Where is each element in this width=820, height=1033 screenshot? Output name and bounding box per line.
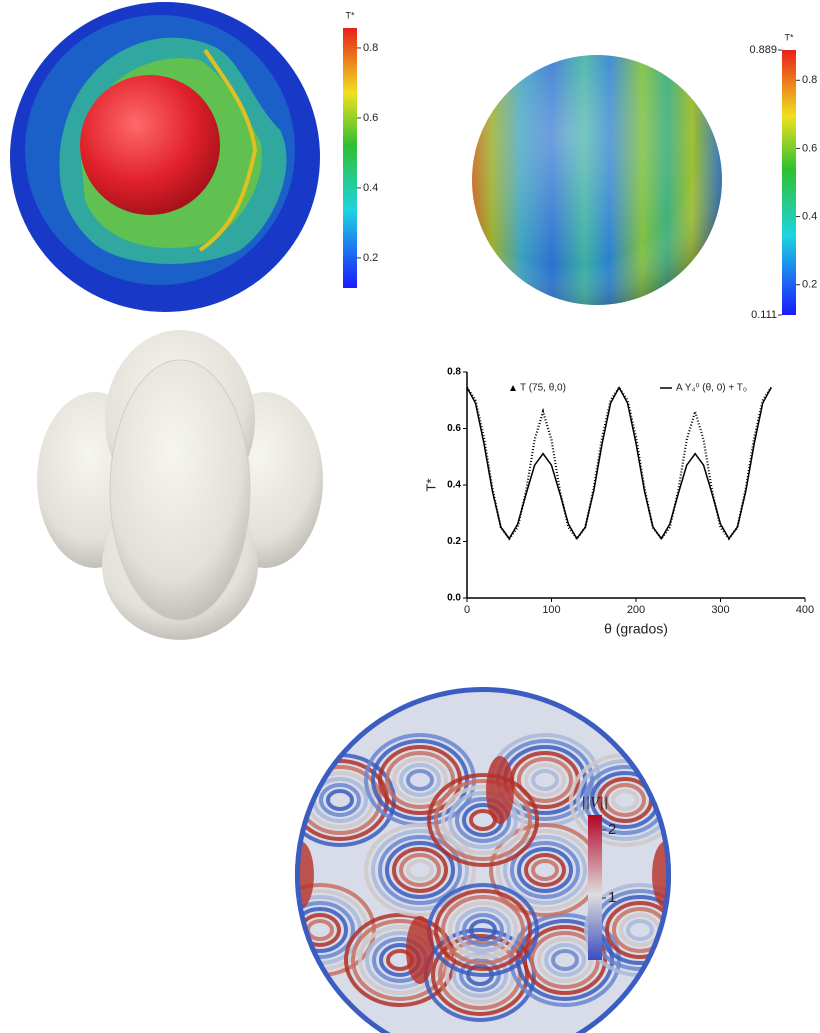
colorbar-tick-label: 0.4	[363, 182, 378, 194]
colorbar-tick-label: 0.2	[363, 252, 378, 264]
colorbar-title: T*	[346, 10, 355, 20]
colorbar-limit-label: 0.111	[751, 309, 777, 321]
colorbar-tick-label: 1	[608, 889, 616, 906]
legend-label: T (75, θ,0)	[520, 383, 566, 394]
streamline-hot	[406, 916, 434, 984]
colorbar-tick-label: 0.6	[802, 142, 817, 154]
colorbar	[588, 815, 602, 960]
figure: T* 0.2 0.4 0.6 0.8 T* 0.2 0.4 0.6 0.8 0.111 0.889 ||…	[0, 0, 820, 1033]
colorbar-tick-label: 0.8	[363, 42, 378, 54]
x-tick-label: 200	[627, 604, 645, 616]
colorbar-tick-label: 0.2	[802, 279, 817, 291]
x-tick-label: 100	[542, 604, 560, 616]
y-tick-label: 0.6	[447, 423, 461, 434]
colorbar-limit-label: 0.889	[749, 44, 777, 56]
x-tick-label: 0	[464, 604, 470, 616]
y-tick-label: 0.4	[447, 480, 461, 491]
colorbar	[343, 28, 357, 288]
temperature-section-image	[10, 2, 320, 312]
colorbar-title: ||V||	[582, 796, 609, 811]
x-axis-label: θ (grados)	[604, 621, 668, 637]
colorbar-tick-label: 0.6	[363, 112, 378, 124]
x-tick-label: 400	[796, 604, 814, 616]
colorbar-tick-label: 2	[608, 821, 616, 838]
streamline-hot	[486, 756, 514, 824]
series-line	[467, 388, 771, 539]
colorbar-title: T*	[785, 32, 794, 42]
y-tick-label: 0.8	[447, 367, 461, 378]
harmonic-surface-image	[37, 330, 323, 640]
temperature-surface-image	[472, 55, 722, 305]
y-axis-label: T*	[423, 479, 438, 492]
colorbar-tick-label: 0.4	[802, 210, 817, 222]
series-line	[467, 388, 771, 539]
y-tick-label: 0.0	[447, 593, 461, 604]
x-tick-label: 300	[711, 604, 729, 616]
streamlines-image	[266, 687, 694, 1033]
legend-marker	[510, 385, 516, 391]
y-tick-label: 0.2	[447, 536, 461, 547]
colorbar-tick-label: 0.8	[802, 74, 817, 86]
colorbar	[782, 50, 796, 315]
legend-label: A Y₄⁰ (θ, 0) + T₀	[676, 383, 747, 394]
